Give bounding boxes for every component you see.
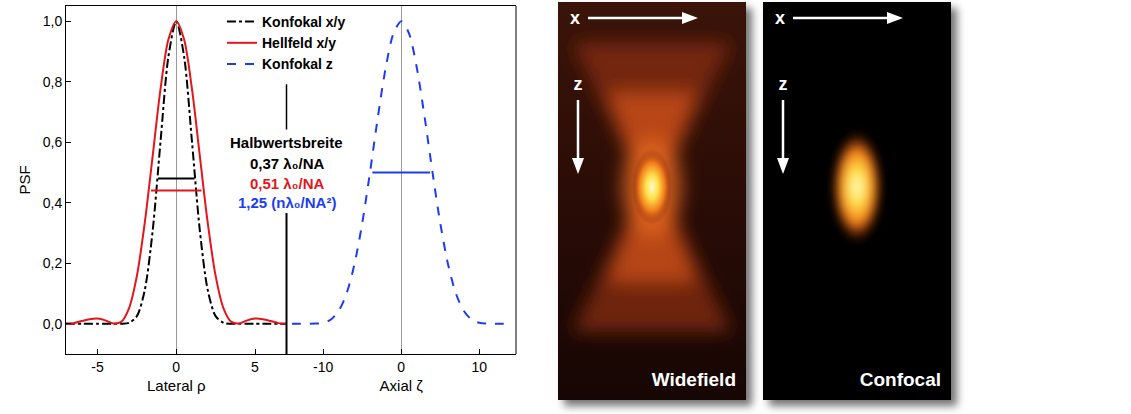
svg-text:Axial ζ: Axial ζ	[380, 377, 424, 394]
svg-text:0,2: 0,2	[43, 255, 63, 271]
svg-text:x: x	[570, 8, 580, 28]
svg-text:PSF: PSF	[16, 165, 33, 194]
svg-text:5: 5	[251, 359, 259, 375]
svg-text:Konfokal z: Konfokal z	[262, 56, 333, 72]
svg-text:Konfokal x/y: Konfokal x/y	[262, 14, 345, 30]
svg-text:Confocal: Confocal	[860, 369, 941, 390]
svg-text:z: z	[779, 74, 788, 94]
svg-text:Hellfeld x/y: Hellfeld x/y	[262, 35, 336, 51]
svg-text:0,6: 0,6	[43, 134, 63, 150]
svg-text:Widefield: Widefield	[652, 369, 736, 390]
svg-text:x: x	[775, 8, 785, 28]
svg-text:1,0: 1,0	[43, 13, 63, 29]
svg-text:-5: -5	[91, 359, 104, 375]
svg-text:1,25 (nλ₀/NA²): 1,25 (nλ₀/NA²)	[238, 194, 336, 211]
svg-text:0: 0	[172, 359, 180, 375]
svg-text:0,37 λ₀/NA: 0,37 λ₀/NA	[250, 155, 324, 172]
svg-text:Lateral ρ: Lateral ρ	[147, 377, 206, 394]
svg-text:Halbwertsbreite: Halbwertsbreite	[230, 134, 343, 151]
svg-text:0,4: 0,4	[43, 195, 63, 211]
svg-text:z: z	[574, 74, 583, 94]
svg-text:0,8: 0,8	[43, 74, 63, 90]
svg-text:-10: -10	[313, 359, 333, 375]
svg-text:0: 0	[397, 359, 405, 375]
svg-text:10: 10	[472, 359, 488, 375]
svg-text:0,51 λ₀/NA: 0,51 λ₀/NA	[250, 175, 324, 192]
svg-text:0,0: 0,0	[43, 316, 63, 332]
